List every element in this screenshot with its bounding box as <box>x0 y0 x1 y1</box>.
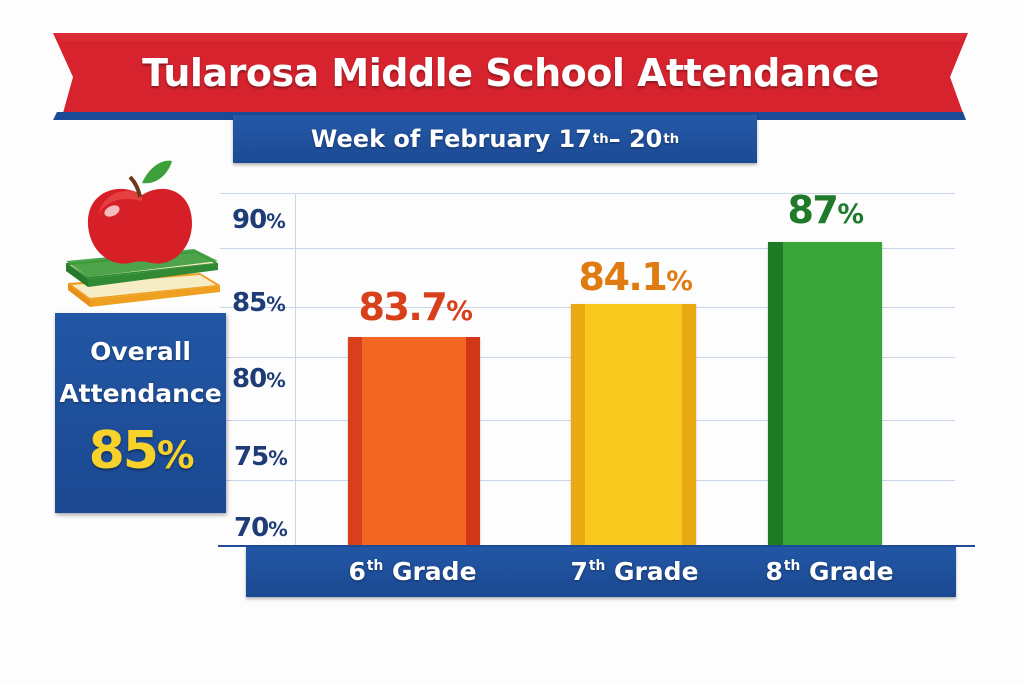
value-label-7th: 84.1% <box>578 255 693 299</box>
bar-6th-grade <box>348 337 480 546</box>
y-tick-70: 70% <box>234 513 288 543</box>
bar-edge <box>466 337 480 546</box>
chart-title: Tularosa Middle School Attendance <box>142 51 879 95</box>
value-label-8th: 87% <box>787 188 864 232</box>
gridline-90 <box>220 193 955 194</box>
overall-attendance-card: Overall Attendance 85% <box>55 313 226 513</box>
overall-label-line1: Overall <box>90 337 191 366</box>
bar-8th-grade <box>768 242 882 546</box>
value-label-6th: 83.7% <box>358 285 473 329</box>
y-axis-line <box>295 193 296 546</box>
x-label-6th: 6th Grade <box>348 557 477 586</box>
subtitle-sup: th <box>663 131 680 147</box>
bar-edge <box>348 337 362 546</box>
subtitle-text: – 20 <box>608 125 663 153</box>
x-axis-line <box>218 545 975 547</box>
gridline-85 <box>220 248 955 249</box>
bar-7th-grade <box>571 304 696 546</box>
x-label-7th: 7th Grade <box>570 557 699 586</box>
x-label-8th: 8th Grade <box>765 557 894 586</box>
bar-edge <box>768 242 783 546</box>
overall-label-line2: Attendance <box>59 379 222 408</box>
overall-value: 85% <box>88 421 195 481</box>
y-tick-75: 75% <box>234 442 288 472</box>
bar-edge <box>682 304 696 546</box>
y-tick-80: 80% <box>232 364 286 394</box>
bar-edge <box>571 304 585 546</box>
y-tick-90: 90% <box>232 205 286 235</box>
apple-books-icon <box>60 155 225 330</box>
x-axis-band <box>246 547 956 597</box>
subtitle-text: Week of February 17 <box>310 125 592 153</box>
y-tick-85: 85% <box>232 288 286 318</box>
subtitle-sup: th <box>592 131 609 147</box>
